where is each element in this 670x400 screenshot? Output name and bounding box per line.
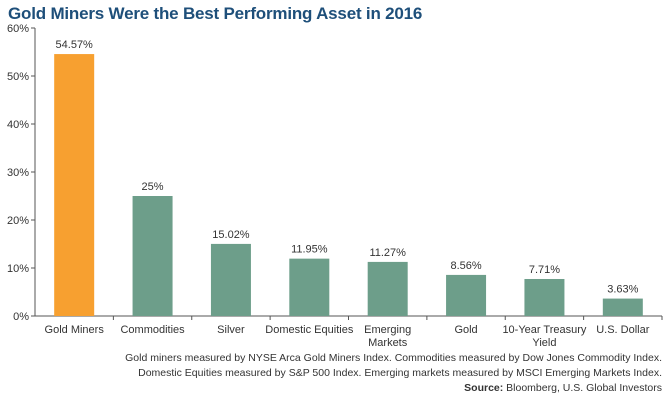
bar-value-label: 8.56%	[450, 260, 481, 272]
bar-value-label: 15.02%	[212, 229, 250, 241]
bar	[602, 298, 643, 316]
x-tick-label: Emerging Markets	[364, 324, 411, 349]
source-label: Source:	[464, 382, 504, 394]
bar	[210, 243, 251, 316]
x-tick-label: Silver	[217, 324, 245, 336]
bar-value-label: 11.27%	[369, 247, 406, 259]
bar	[446, 274, 487, 316]
y-tick-label: 60%	[7, 23, 29, 35]
bar	[524, 278, 565, 316]
source-line: Source: Bloomberg, U.S. Global Investors	[125, 381, 662, 396]
bar-value-label: 3.63%	[607, 284, 638, 296]
y-tick-label: 0%	[13, 311, 29, 323]
x-tick-label: Domestic Equities	[265, 324, 354, 336]
y-tick-label: 40%	[7, 119, 29, 131]
chart-notes: Gold miners measured by NYSE Arca Gold M…	[125, 351, 662, 396]
x-tick-label: Gold	[454, 324, 477, 336]
y-tick-label: 30%	[7, 167, 29, 179]
bar	[54, 54, 95, 317]
bar-chart: 0% 10% 20% 30% 40% 50% 60% 54.57% Gold Miners 25…	[7, 23, 663, 349]
note-line-1: Gold miners measured by NYSE Arca Gold M…	[125, 352, 662, 364]
bar-value-label: 11.95%	[291, 244, 328, 256]
bar	[132, 196, 173, 316]
y-tick-label: 20%	[7, 215, 29, 227]
x-tick-label: Commodities	[120, 324, 185, 336]
source-text: Bloomberg, U.S. Global Investors	[503, 382, 662, 394]
x-tick-label: U.S. Dollar	[596, 324, 650, 336]
y-tick-label: 50%	[7, 71, 29, 83]
x-tick-label: Gold Miners	[45, 324, 105, 336]
bar-value-label: 7.71%	[529, 264, 560, 276]
x-tick-label: 10-Year Treasury Yield	[502, 324, 586, 349]
y-tick-label: 10%	[7, 263, 29, 275]
bar-value-label: 54.57%	[56, 39, 94, 51]
note-line-2: Domestic Equities measured by S&P 500 In…	[138, 367, 662, 379]
bar	[289, 258, 330, 316]
chart-title: Gold Miners Were the Best Performing Ass…	[8, 4, 423, 23]
bar-value-label: 25%	[142, 181, 164, 193]
bar	[367, 261, 408, 316]
